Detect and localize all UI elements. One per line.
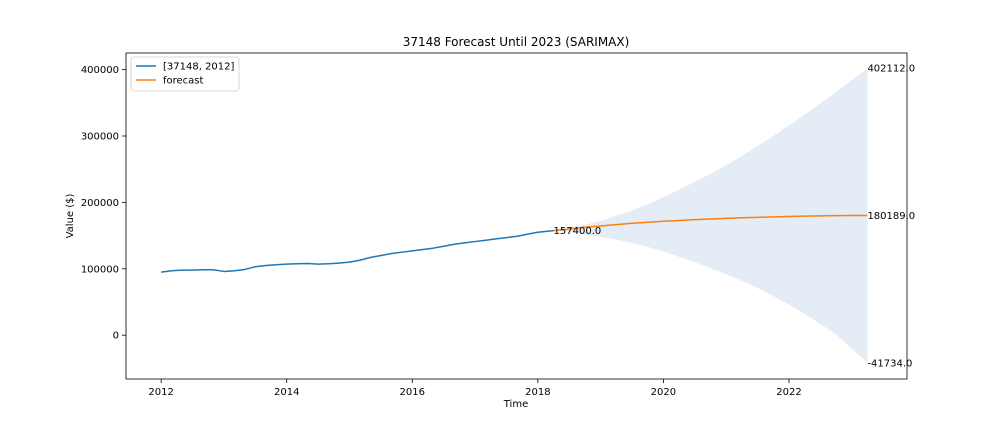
x-axis-ticks: 2012 2014 2016 2018 2020 2022: [148, 379, 802, 398]
confidence-band: [553, 68, 868, 363]
y-tick-label: 0: [113, 331, 119, 342]
series-line-history: [161, 229, 554, 273]
y-tick-label: 400000: [81, 65, 119, 76]
confidence-band-layer: [553, 68, 868, 363]
x-tick-label: 2020: [651, 387, 676, 398]
x-tick-label: 2012: [148, 387, 173, 398]
value-annotation: 180189.0: [867, 211, 915, 222]
x-tick-label: 2014: [274, 387, 299, 398]
y-axis-ticks: 0 100000 200000 300000 400000: [81, 65, 126, 342]
annotation-layer: 157400.0 402112.0 180189.0 -41734.0: [554, 64, 916, 370]
y-tick-label: 300000: [81, 131, 119, 142]
plot-frame: [125, 52, 908, 380]
y-axis-label: Value ($): [65, 194, 76, 239]
value-annotation: -41734.0: [867, 358, 912, 369]
x-tick-label: 2018: [525, 387, 550, 398]
y-tick-label: 200000: [81, 198, 119, 209]
value-annotation: 157400.0: [554, 226, 602, 237]
legend: [37148, 2012] forecast: [130, 56, 240, 92]
legend-label-history: [37148, 2012]: [163, 62, 235, 73]
value-annotation: 402112.0: [867, 64, 915, 75]
y-tick-label: 100000: [81, 264, 119, 275]
legend-box: [130, 56, 240, 92]
x-tick-label: 2022: [776, 387, 801, 398]
legend-label-forecast: forecast: [163, 76, 204, 87]
x-tick-label: 2016: [400, 387, 425, 398]
x-axis-label: Time: [503, 399, 528, 410]
chart-title: 37148 Forecast Until 2023 (SARIMAX): [403, 35, 630, 49]
series-layer: [161, 214, 868, 273]
series-line-forecast: [553, 214, 868, 232]
